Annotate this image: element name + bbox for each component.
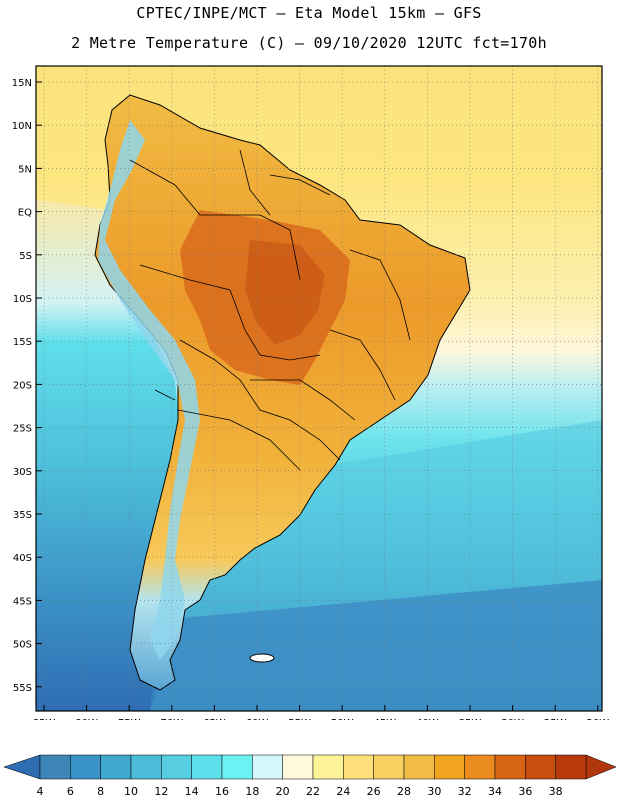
colorbar-tick: 8 (97, 785, 104, 798)
colorbar-tick: 14 (185, 785, 199, 798)
longitude-labels: 85W 80W 75W 70W 65W 60W 55W 50W 45W 40W 35W 30W 25W 2… (33, 718, 610, 720)
colorbar-tick: 18 (245, 785, 259, 798)
colorbar-swatch (464, 754, 496, 780)
colorbar-tick: 26 (367, 785, 381, 798)
lon-label: 20W (586, 718, 609, 720)
lat-label: 30S (13, 467, 32, 478)
falklands (249, 653, 275, 663)
colorbar-tick: 38 (549, 785, 563, 798)
colorbar-swatch (434, 754, 465, 780)
colorbar-tick: 20 (276, 785, 290, 798)
colorbar-swatch (100, 754, 132, 780)
lat-label: 35S (13, 510, 32, 521)
colorbar-swatch (252, 754, 283, 780)
colorbar-tick: 6 (67, 785, 74, 798)
lon-label: 80W (75, 718, 98, 720)
colorbar-tick: 12 (154, 785, 168, 798)
andes-strip (98, 120, 200, 660)
colorbar-swatch (39, 754, 71, 780)
south-atlantic-cold (150, 580, 602, 711)
colorbar-swatch (282, 754, 314, 780)
lat-label: 40S (13, 553, 32, 564)
map-border (35, 65, 603, 712)
lat-label: 5S (19, 251, 32, 262)
colorbar-tick: 32 (458, 785, 472, 798)
colorbar-swatch (161, 754, 192, 780)
lon-label: 75W (118, 718, 141, 720)
colorbar-tick: 30 (427, 785, 441, 798)
colorbar-right-arrow (585, 754, 617, 780)
map-title-variable: 2 Metre Temperature (C) – 09/10/2020 12U… (71, 34, 547, 52)
colorbar-swatch (191, 754, 223, 780)
lat-label: 50S (13, 640, 32, 651)
latitude-labels: 15N 10N 5N EQ 5S 10S 15S 20S 25S 30S 35S 40S 45S 50S 5… (12, 78, 32, 694)
lat-label: 15S (13, 337, 32, 348)
colorbar-left-arrow (3, 754, 41, 780)
colorbar-swatch (555, 754, 587, 780)
lon-label: 35W (459, 718, 482, 720)
colorbar-tick: 10 (124, 785, 138, 798)
lon-label: 60W (246, 718, 269, 720)
map-gridlines (36, 66, 602, 711)
colorbar-tick: 16 (215, 785, 229, 798)
map-title-model: CPTEC/INPE/MCT – Eta Model 15km – GFS (136, 4, 482, 22)
colorbar-swatches (39, 754, 587, 780)
temperature-colorbar: 4 6 8 10 12 14 16 18 20 22 24 26 28 30 32 34 36 38 (3, 754, 617, 798)
colorbar-swatch (373, 754, 405, 780)
colorbar-swatch (221, 754, 253, 780)
colorbar-tick: 4 (37, 785, 44, 798)
lon-label: 70W (160, 718, 183, 720)
lon-label: 50W (331, 718, 354, 720)
colorbar-tick: 22 (306, 785, 320, 798)
colorbar-swatch (403, 754, 435, 780)
lat-label: EQ (18, 208, 32, 219)
lon-label: 65W (203, 718, 226, 720)
lon-label: 30W (501, 718, 524, 720)
lon-label: 55W (288, 718, 311, 720)
lat-label: 10S (13, 294, 32, 305)
colorbar-swatch (312, 754, 344, 780)
lat-label: 10N (12, 121, 32, 132)
lat-label: 25S (13, 424, 32, 435)
lat-label: 15N (12, 78, 32, 89)
colorbar-tick: 34 (488, 785, 502, 798)
temperature-map: 15N 10N 5N EQ 5S 10S 15S 20S 25S 30S 35S 40S 45S 50S 5… (12, 65, 610, 720)
colorbar-swatch (70, 754, 101, 780)
colorbar-tick-labels: 4 6 8 10 12 14 16 18 20 22 24 26 28 30 32 34 36 38 (37, 785, 563, 798)
lon-label: 45W (373, 718, 396, 720)
lat-label: 20S (13, 380, 32, 391)
lat-label: 55S (13, 683, 32, 694)
lon-label: 85W (33, 718, 56, 720)
hottest-core (245, 240, 325, 345)
colorbar-tick: 36 (518, 785, 532, 798)
colorbar-swatch (343, 754, 374, 780)
colorbar-tick: 28 (397, 785, 411, 798)
lon-label: 25W (544, 718, 567, 720)
lon-label: 40W (416, 718, 439, 720)
lat-label: 5N (18, 164, 32, 175)
lat-label: 45S (13, 596, 32, 607)
colorbar-swatch (130, 754, 162, 780)
colorbar-tick: 24 (336, 785, 350, 798)
colorbar-swatch (494, 754, 526, 780)
colorbar-swatch (525, 754, 556, 780)
